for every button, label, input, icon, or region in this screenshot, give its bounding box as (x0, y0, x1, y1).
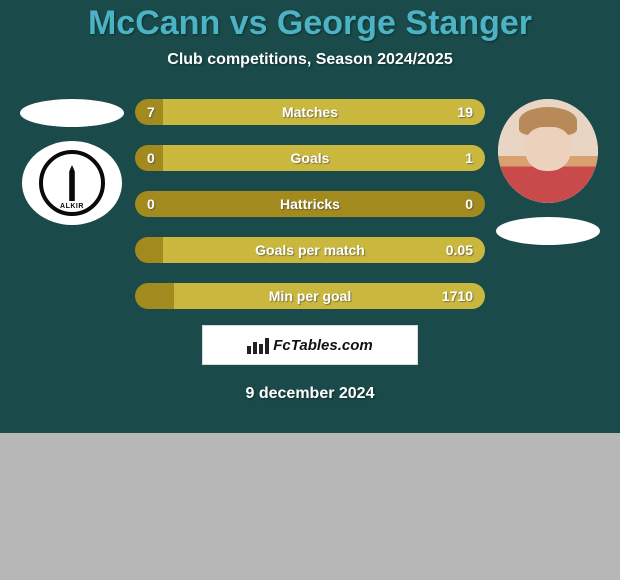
left-player-club-badge: ALKIR (22, 141, 122, 225)
stat-label: Goals (291, 150, 330, 166)
bottom-section (0, 433, 620, 580)
stat-value-left: 0 (147, 196, 155, 212)
stat-bar: Goals 0 1 (135, 145, 485, 171)
stat-bar: Hattricks 0 0 (135, 191, 485, 217)
club-badge-text: ALKIR (60, 203, 84, 210)
stat-bar: Min per goal 1710 (135, 283, 485, 309)
right-player-column (493, 99, 603, 245)
tower-icon (65, 165, 79, 201)
right-player-photo (498, 99, 598, 203)
date-text: 9 december 2024 (0, 385, 620, 403)
stat-value-right: 19 (457, 104, 473, 120)
stat-value-right: 1710 (442, 288, 473, 304)
stat-value-left: 0 (147, 150, 155, 166)
left-player-photo-placeholder (20, 99, 124, 127)
stat-fill-left (135, 237, 163, 263)
right-player-club-placeholder (496, 217, 600, 245)
stat-label: Min per goal (269, 288, 351, 304)
page-title: McCann vs George Stanger (0, 4, 620, 43)
stat-label: Hattricks (280, 196, 340, 212)
stat-value-left: 7 (147, 104, 155, 120)
page-subtitle: Club competitions, Season 2024/2025 (0, 51, 620, 69)
stats-column: Matches 7 19 Goals 0 1 Hattricks 0 0 Goals per ma… (135, 99, 485, 309)
stat-value-right: 1 (465, 150, 473, 166)
fctables-logo-text: FcTables.com (273, 337, 372, 354)
content-wrap: ALKIR Matches 7 19 Goals 0 1 Hattricks 0 0 Goals … (0, 99, 620, 309)
club-badge-icon: ALKIR (39, 150, 105, 216)
bar-chart-icon (247, 336, 269, 354)
stat-value-right: 0.05 (446, 242, 473, 258)
stat-value-right: 0 (465, 196, 473, 212)
stat-label: Goals per match (255, 242, 365, 258)
stat-fill-left (135, 283, 174, 309)
stat-bar: Goals per match 0.05 (135, 237, 485, 263)
face-icon (498, 99, 598, 203)
stat-label: Matches (282, 104, 338, 120)
top-section: McCann vs George Stanger Club competitio… (0, 0, 620, 433)
left-player-column: ALKIR (17, 99, 127, 225)
fctables-logo-box[interactable]: FcTables.com (202, 325, 418, 365)
stat-bar: Matches 7 19 (135, 99, 485, 125)
